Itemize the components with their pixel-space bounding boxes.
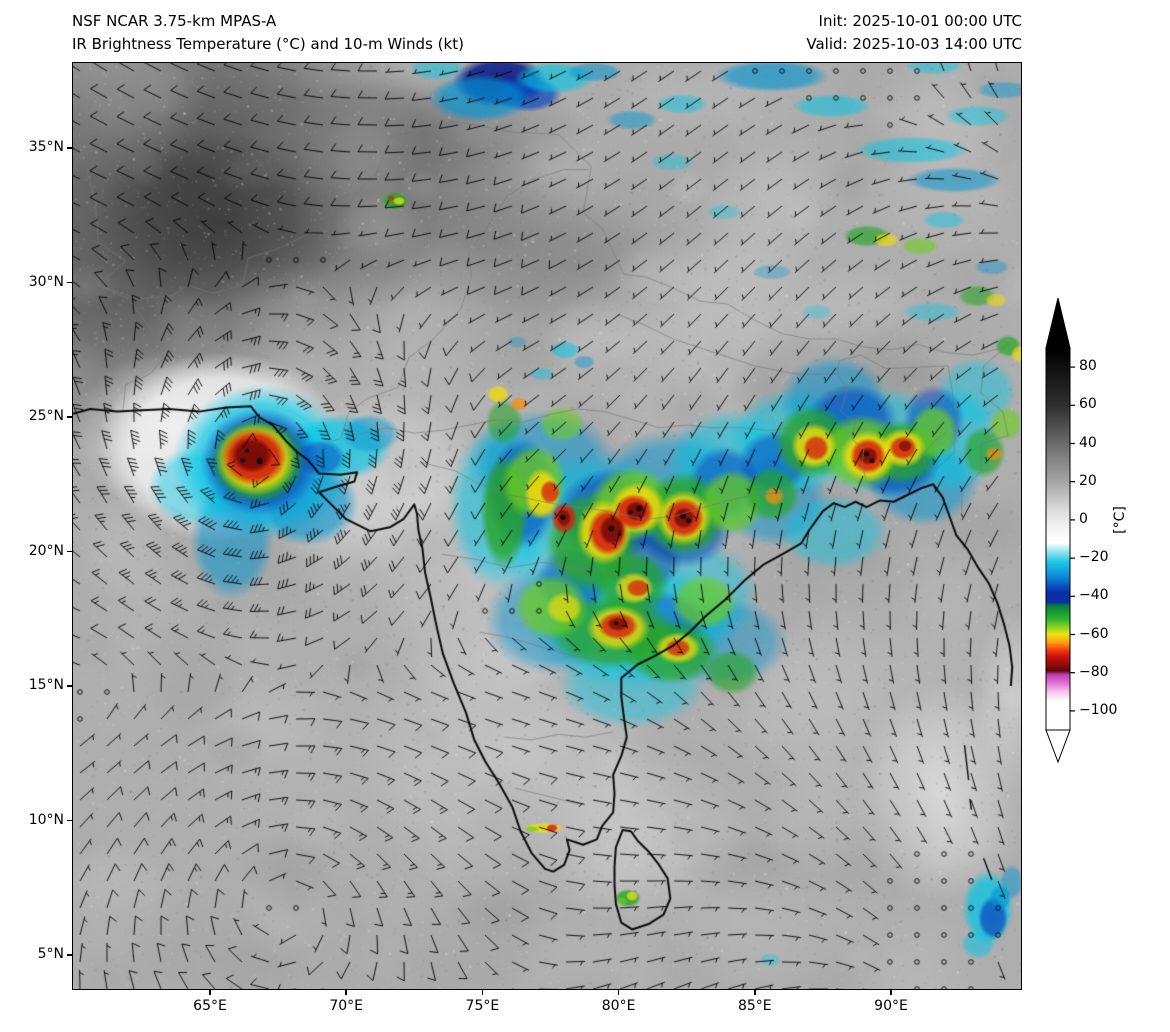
x-tick-label: 90°E [874, 998, 908, 1014]
colorbar-unit-label: [°C] [1112, 506, 1128, 534]
colorbar-tick-label: −80 [1079, 663, 1109, 680]
y-tick-label: 5°N [37, 946, 64, 962]
x-tick-label: 85°E [737, 998, 772, 1014]
x-tick-mark [617, 990, 620, 995]
x-tick-mark [209, 990, 211, 995]
y-tick-label: 20°N [28, 542, 64, 559]
y-tick-label: 15°N [28, 677, 64, 693]
valid-time: Valid: 2025-10-03 14:00 UTC [806, 34, 1022, 53]
product-title: IR Brightness Temperature (°C) and 10-m … [72, 34, 464, 53]
x-tick-mark [754, 990, 756, 995]
colorbar-tick-label: 60 [1079, 396, 1097, 413]
x-tick-label: 80°E [601, 998, 636, 1014]
colorbar [1045, 297, 1075, 764]
model-title: NSF NCAR 3.75-km MPAS-A [72, 12, 277, 30]
x-tick-mark [481, 990, 484, 995]
colorbar-extend-top-arrow [1045, 297, 1071, 349]
y-tick-label: 10°N [28, 811, 64, 828]
ir-brightness-wind-map-canvas [73, 63, 1021, 989]
colorbar-tick-label: 40 [1079, 434, 1097, 451]
y-tick-label: 25°N [28, 408, 64, 424]
colorbar-tick-label: 80 [1079, 358, 1097, 375]
colorbar-tick-label: −40 [1079, 587, 1109, 604]
figure-time-block: Init: 2025-10-01 00:00 UTC Valid: 2025-1… [806, 10, 1022, 55]
colorbar-tick-label: 20 [1079, 472, 1097, 489]
map-plot [72, 62, 1022, 990]
y-tick-label: 30°N [28, 273, 64, 290]
colorbar-tick-label: 0 [1079, 510, 1088, 527]
x-tick-label: 70°E [329, 998, 364, 1014]
colorbar-tick-label: −60 [1079, 625, 1109, 642]
colorbar-extend-bottom-arrow [1045, 729, 1071, 764]
x-tick-label: 65°E [193, 998, 227, 1014]
init-time: Init: 2025-10-01 00:00 UTC [818, 12, 1022, 30]
x-tick-mark [345, 990, 347, 995]
x-tick-mark [890, 990, 892, 995]
figure-title-block: NSF NCAR 3.75-km MPAS-A IR Brightness Te… [72, 10, 464, 55]
colorbar-tick-label: −20 [1079, 549, 1109, 566]
y-tick-label: 35°N [28, 139, 64, 155]
colorbar-tick-label: −100 [1079, 701, 1118, 718]
colorbar-gradient-body [1045, 347, 1071, 731]
x-tick-label: 75°E [465, 998, 500, 1014]
